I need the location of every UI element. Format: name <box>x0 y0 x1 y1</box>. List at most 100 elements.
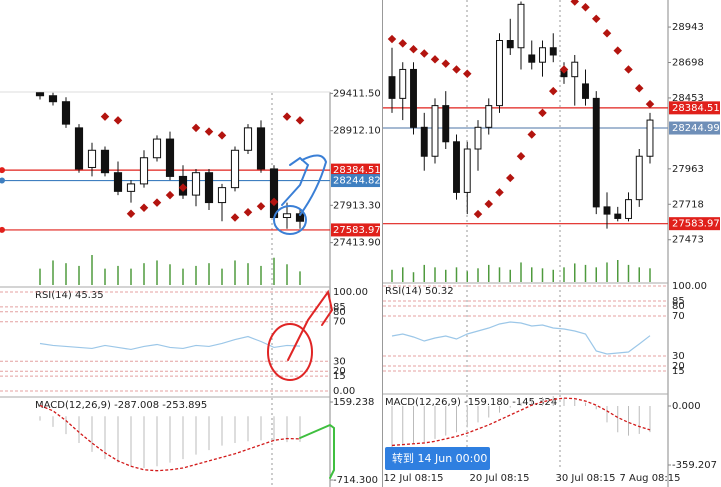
candle-body <box>230 149 240 189</box>
sar-dot <box>516 152 526 161</box>
rsi-tick-label: 85 <box>672 296 685 307</box>
sar-dot <box>387 34 397 44</box>
price-line-box <box>331 174 380 188</box>
candle-body <box>582 83 589 99</box>
y-tick-label: 27473 <box>672 235 704 246</box>
y-tick-label: 28698 <box>672 57 704 68</box>
price-line-box <box>669 101 720 115</box>
candle-body <box>420 126 428 157</box>
sar-dot <box>452 65 461 74</box>
macd-tick-label: -359.207 <box>672 460 717 471</box>
price-line-label: 28384.51 <box>333 165 381 176</box>
sar-dot <box>282 112 292 121</box>
x-tick-label: 7 Aug 08:15 <box>619 473 680 484</box>
y-tick-label: 27963 <box>672 164 704 175</box>
sar-dot <box>256 202 266 211</box>
price-line-label: 28244.82 <box>333 176 381 187</box>
candle-body <box>217 187 227 204</box>
price-line-handle <box>0 177 5 184</box>
candle-body <box>61 101 71 125</box>
macd-title: MACD(12,26,9) -159.180 -145.324 <box>385 397 557 408</box>
green-stroke <box>299 423 335 479</box>
candle-body <box>126 183 136 192</box>
sar-dot <box>113 116 123 125</box>
y-tick-label: 29411.50 <box>333 88 381 99</box>
candle-body <box>463 148 471 193</box>
y-tick-label: 28912.10 <box>333 126 381 137</box>
candle-body <box>453 141 460 193</box>
price-line-box <box>669 121 720 135</box>
sar-dot <box>506 173 515 183</box>
sar-dot <box>538 108 547 118</box>
blue-stroke <box>299 154 328 216</box>
candle-body <box>204 172 214 204</box>
blue-circle <box>273 205 307 235</box>
x-tick-label: 20 Jul 08:15 <box>470 473 530 484</box>
y-tick-label: 27718 <box>672 199 704 210</box>
rsi-tick-label: 85 <box>333 302 346 313</box>
sar-dot <box>430 55 440 64</box>
blue-stroke <box>281 156 310 206</box>
price-line-handle <box>0 226 5 233</box>
sar-dot <box>420 49 429 58</box>
sar-dot <box>178 183 188 192</box>
red-circle <box>267 323 313 381</box>
sar-dot <box>100 112 110 121</box>
sar-dot <box>398 39 407 48</box>
candle-body <box>496 40 503 107</box>
rsi-line <box>39 335 301 351</box>
candle-body <box>539 47 546 63</box>
sar-dot <box>152 198 162 207</box>
candle-body <box>243 127 253 151</box>
rsi-tick-label: 15 <box>333 371 346 382</box>
candle-body <box>191 172 201 196</box>
sar-dot <box>441 59 450 68</box>
rsi-tick-label: 30 <box>333 356 346 367</box>
goto-button[interactable] <box>385 447 490 470</box>
macd-title: MACD(12,26,9) -287.008 -253.895 <box>35 400 207 411</box>
sar-dot <box>549 86 558 96</box>
goto-button-label[interactable]: 转到 14 Jun 00:00 <box>392 451 487 465</box>
candle-body <box>517 3 525 49</box>
sar-dot <box>473 209 483 219</box>
candle-body <box>635 155 643 201</box>
sar-dot <box>230 213 240 222</box>
sar-dot <box>495 188 504 197</box>
rsi-title: RSI(14) 50.32 <box>385 286 454 297</box>
price-line-label: 27583.97 <box>672 219 720 230</box>
sar-dot <box>645 99 655 109</box>
candle-body <box>646 119 654 157</box>
candle-body <box>614 213 622 219</box>
sar-dot <box>204 127 214 136</box>
price-line-box <box>331 223 380 237</box>
candle-body <box>74 127 84 170</box>
rsi-tick-label: 80 <box>672 301 685 312</box>
sar-dot <box>635 84 644 93</box>
candle-body <box>388 76 396 99</box>
rsi-tick-label: 100.00 <box>672 281 707 292</box>
macd-tick-label: 159.238 <box>333 397 374 408</box>
candle-body <box>139 157 149 185</box>
candle-body <box>152 138 162 159</box>
candle-body <box>269 168 279 219</box>
sar-dot <box>269 197 279 207</box>
price-line-box <box>669 217 720 231</box>
candle-body <box>431 105 439 157</box>
candle-body <box>113 172 123 192</box>
price-line-handle <box>0 167 5 174</box>
price-line-box <box>331 163 380 177</box>
candle-body <box>87 149 97 168</box>
sar-dot <box>613 46 622 55</box>
candle-body <box>399 68 407 99</box>
macd-signal <box>391 397 651 447</box>
macd-tick-label: 0.000 <box>672 401 701 412</box>
candle-body <box>506 40 514 49</box>
candle-body <box>474 126 482 150</box>
candle-body <box>165 138 175 177</box>
candle-body <box>603 206 611 215</box>
sar-dot <box>592 14 601 24</box>
rsi-tick-label: 15 <box>672 366 685 377</box>
sar-dot <box>165 190 175 200</box>
